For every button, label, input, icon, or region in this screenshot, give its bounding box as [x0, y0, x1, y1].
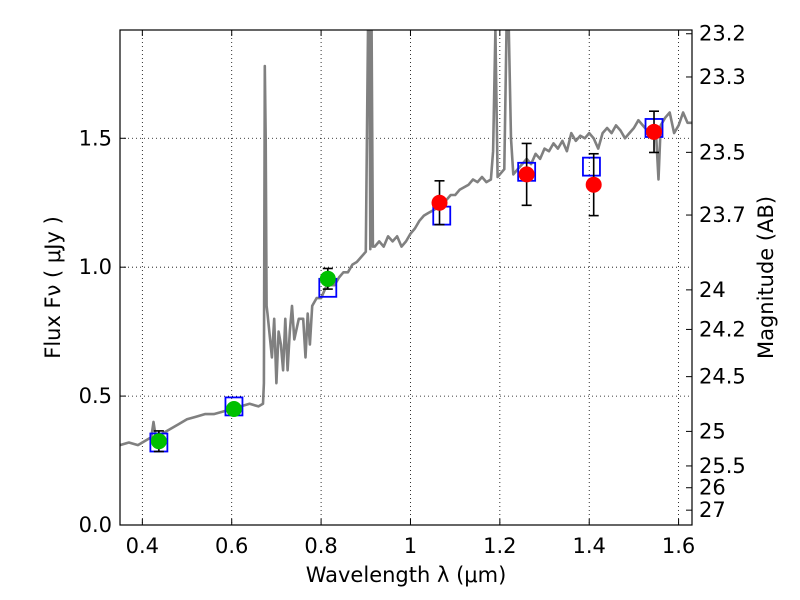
model-square — [582, 156, 601, 177]
mag-tick-label: 27 — [699, 498, 726, 522]
data-point — [518, 166, 535, 183]
y-tick-label: 1.0 — [79, 255, 112, 279]
data-point — [150, 433, 167, 450]
x-tick-label: 1.6 — [662, 534, 695, 558]
y-tick-label: 0.5 — [79, 384, 112, 408]
gridlines — [120, 30, 692, 526]
right-axis-label: Magnitude (AB) — [754, 196, 778, 359]
spectrum-layer — [120, 30, 692, 447]
x-tick-label: 0.4 — [126, 534, 159, 558]
data-point — [319, 270, 336, 287]
x-tick-label: 0.8 — [304, 534, 337, 558]
x-tick-label: 1.2 — [483, 534, 516, 558]
mag-tick-label: 25.5 — [699, 454, 746, 478]
mag-tick-label: 25 — [699, 419, 726, 443]
y-tick-label: 0.0 — [79, 513, 112, 537]
x-axis-label: Wavelength λ (μm) — [306, 563, 507, 587]
mag-tick-label: 23.7 — [699, 203, 746, 227]
x-tick-label: 1 — [404, 534, 417, 558]
x-tick-label: 0.6 — [215, 534, 248, 558]
markers-layer — [149, 110, 664, 453]
plot-frame — [119, 29, 693, 526]
mag-tick-label: 26 — [699, 476, 726, 500]
ticks-layer: 0.4 0.6 0.8 1 1.2 1.4 1.6 0.0 0.5 1.0 1.5 23.2 23.3 2… — [79, 22, 746, 558]
y-axis-label: Flux Fν ( μJy ) — [41, 216, 65, 359]
x-tick-label: 1.4 — [573, 534, 606, 558]
data-point — [646, 123, 663, 140]
data-point — [225, 400, 242, 417]
mag-tick-label: 23.2 — [699, 22, 746, 46]
mag-tick-label: 23.5 — [699, 140, 746, 164]
data-point — [585, 176, 602, 193]
mag-tick-label: 24.5 — [699, 365, 746, 389]
data-point — [431, 194, 448, 211]
mag-tick-label: 24.2 — [699, 317, 746, 341]
spectrum-line — [120, 30, 692, 447]
mag-tick-label: 23.3 — [699, 65, 746, 89]
y-tick-label: 1.5 — [79, 126, 112, 150]
mag-tick-label: 24 — [699, 278, 726, 302]
